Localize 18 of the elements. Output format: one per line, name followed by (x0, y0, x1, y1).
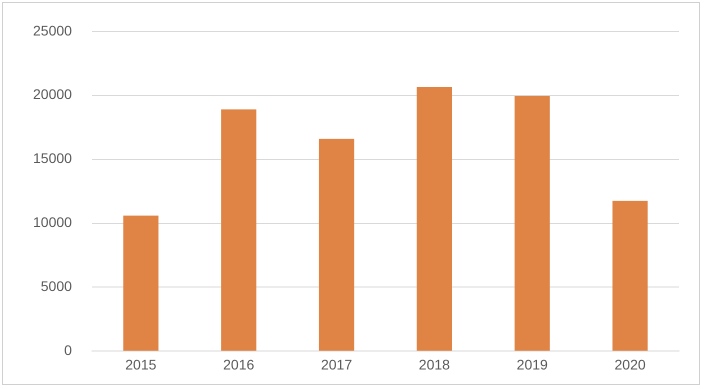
y-tick-label: 5000 (40, 278, 72, 294)
x-tick-label: 2020 (614, 356, 646, 372)
bar (221, 109, 256, 351)
bar (123, 216, 158, 351)
y-tick-label: 0 (64, 342, 72, 358)
x-tick-label: 2016 (223, 356, 254, 372)
x-tick-label: 2019 (516, 356, 548, 372)
x-tick-label: 2017 (320, 356, 352, 372)
bar (612, 200, 648, 351)
x-tick-label: 2018 (418, 356, 450, 372)
bar (416, 87, 452, 351)
y-tick-label: 25000 (32, 22, 72, 38)
bar (318, 138, 354, 351)
bar (514, 96, 550, 351)
y-tick-label: 20000 (32, 86, 72, 102)
x-tick-label: 2015 (125, 356, 157, 372)
y-tick-label: 15000 (32, 150, 72, 166)
y-tick-label: 10000 (32, 214, 72, 230)
